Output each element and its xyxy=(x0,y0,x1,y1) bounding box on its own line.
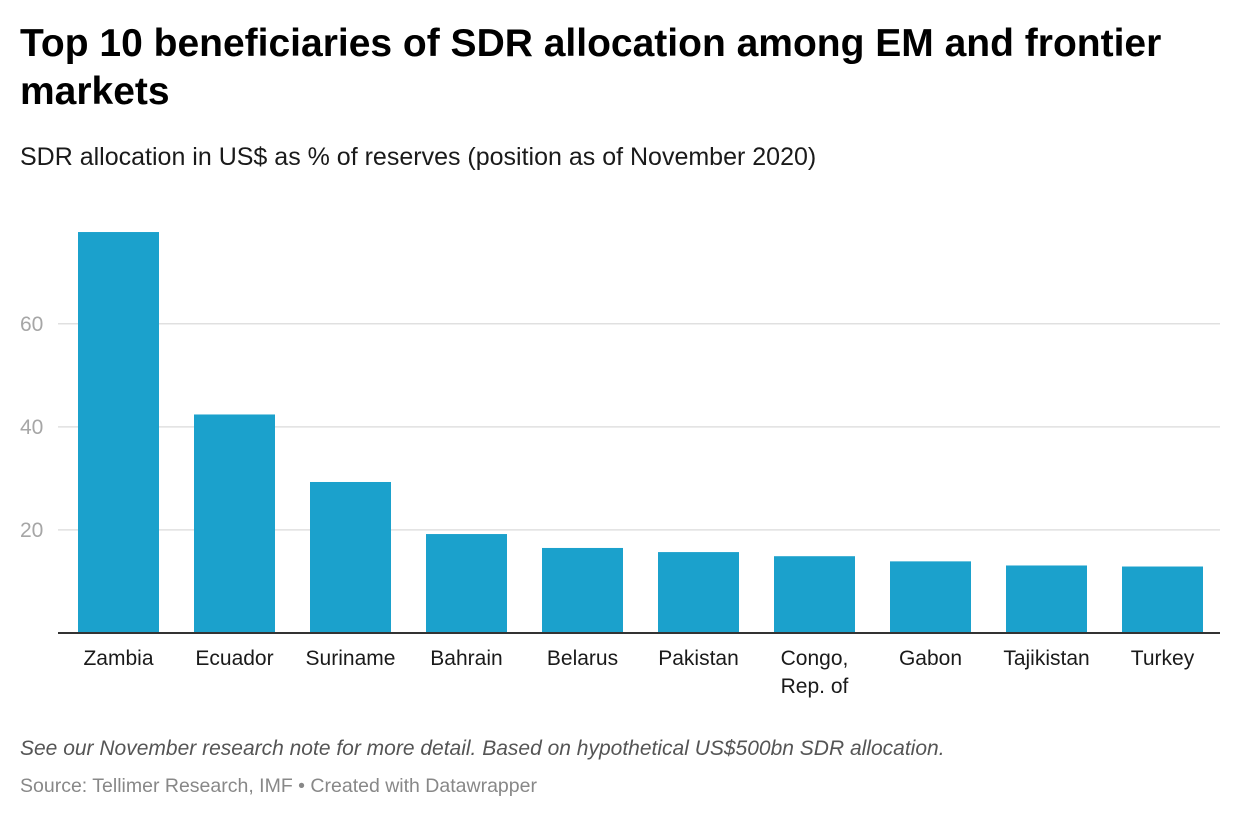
bar-6 xyxy=(774,556,855,633)
category-label-3: Bahrain xyxy=(430,647,502,670)
category-label-6: Congo, Rep. of xyxy=(781,647,849,698)
category-label-5: Pakistan xyxy=(658,647,739,670)
category-label-line: Zambia xyxy=(83,647,153,670)
bar-7 xyxy=(890,561,971,633)
bar-8 xyxy=(1006,565,1087,633)
category-label-line: Belarus xyxy=(547,647,618,670)
chart-note: See our November research note for more … xyxy=(20,737,945,760)
y-tick-label-60: 60 xyxy=(20,313,43,336)
category-label-8: Tajikistan xyxy=(1003,647,1089,670)
bars xyxy=(78,232,1203,633)
credit-text: Created with Datawrapper xyxy=(310,775,537,797)
category-label-line: Turkey xyxy=(1131,647,1195,670)
category-label-line: Tajikistan xyxy=(1003,647,1089,670)
bar-3 xyxy=(426,534,507,633)
category-label-2: Suriname xyxy=(306,647,396,670)
y-tick-label-40: 40 xyxy=(20,416,43,439)
category-label-line: Bahrain xyxy=(430,647,502,670)
y-tick-label-20: 20 xyxy=(20,519,43,542)
category-label-line: Pakistan xyxy=(658,647,739,670)
source-line: Source: Tellimer Research, IMF • Created… xyxy=(20,772,537,800)
source-label: Source: xyxy=(20,775,93,797)
bar-9 xyxy=(1122,566,1203,633)
category-label-9: Turkey xyxy=(1131,647,1195,670)
category-label-line: Congo, xyxy=(781,647,849,670)
category-label-1: Ecuador xyxy=(195,647,273,670)
category-label-line: Rep. of xyxy=(781,675,849,698)
y-axis-tick-labels: 20 40 60 xyxy=(20,313,43,542)
category-label-line: Suriname xyxy=(306,647,396,670)
source-text: Tellimer Research, IMF xyxy=(92,775,293,797)
chart-title: Top 10 beneficiaries of SDR allocation a… xyxy=(20,22,1162,113)
bar-4 xyxy=(542,547,623,633)
category-label-line: Gabon xyxy=(899,647,962,670)
source-separator: • xyxy=(292,775,311,797)
bar-0 xyxy=(78,232,159,633)
bar-1 xyxy=(194,414,275,633)
category-label-4: Belarus xyxy=(547,647,618,670)
category-label-line: Ecuador xyxy=(195,647,273,670)
category-label-0: Zambia xyxy=(83,647,153,670)
chart-subtitle: SDR allocation in US$ as % of reserves (… xyxy=(20,143,817,171)
bar-2 xyxy=(310,481,391,633)
bar-5 xyxy=(658,552,739,633)
category-label-7: Gabon xyxy=(899,647,962,670)
x-axis-category-labels: Zambia Ecuador Suriname Bahrain Belarus Pakis… xyxy=(83,647,1194,698)
